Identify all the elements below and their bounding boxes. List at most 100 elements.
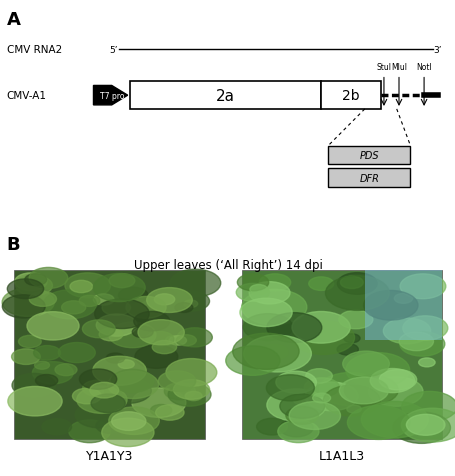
Text: Y1A1Y3: Y1A1Y3: [86, 449, 133, 462]
Circle shape: [95, 299, 149, 329]
Circle shape: [158, 371, 195, 391]
Circle shape: [135, 345, 177, 368]
Circle shape: [12, 374, 56, 397]
Text: T7 pro: T7 pro: [100, 91, 125, 100]
Circle shape: [102, 300, 130, 316]
Circle shape: [346, 405, 360, 413]
Circle shape: [93, 274, 145, 302]
FancyBboxPatch shape: [241, 270, 441, 439]
Circle shape: [379, 370, 416, 390]
Circle shape: [111, 369, 153, 393]
Circle shape: [32, 362, 73, 384]
Circle shape: [305, 369, 332, 383]
Circle shape: [118, 288, 148, 304]
Text: CMV-A1: CMV-A1: [7, 91, 47, 101]
Circle shape: [277, 420, 318, 443]
FancyBboxPatch shape: [364, 270, 441, 340]
Circle shape: [325, 276, 389, 311]
Circle shape: [72, 388, 101, 404]
Circle shape: [105, 378, 151, 404]
Circle shape: [101, 418, 154, 446]
Text: 2a: 2a: [216, 89, 235, 103]
Circle shape: [279, 394, 324, 418]
Circle shape: [15, 273, 47, 291]
Circle shape: [29, 268, 68, 289]
Circle shape: [131, 388, 186, 417]
Text: B: B: [7, 236, 20, 254]
Circle shape: [7, 279, 44, 299]
Circle shape: [312, 393, 330, 403]
Circle shape: [90, 383, 118, 398]
Circle shape: [185, 392, 202, 401]
Circle shape: [236, 284, 269, 302]
Circle shape: [243, 314, 292, 341]
Circle shape: [58, 343, 95, 363]
Text: 5’: 5’: [109, 46, 118, 55]
Circle shape: [170, 269, 220, 297]
Circle shape: [344, 376, 397, 405]
Circle shape: [107, 371, 158, 399]
Circle shape: [79, 296, 100, 307]
Circle shape: [249, 285, 267, 295]
Circle shape: [91, 394, 125, 413]
Circle shape: [237, 274, 268, 291]
FancyBboxPatch shape: [14, 270, 205, 439]
Circle shape: [61, 301, 86, 314]
Circle shape: [241, 290, 306, 325]
Circle shape: [304, 382, 357, 411]
FancyBboxPatch shape: [328, 146, 410, 165]
Circle shape: [138, 320, 184, 345]
Circle shape: [116, 318, 149, 337]
Circle shape: [2, 288, 54, 317]
Circle shape: [133, 312, 169, 331]
Circle shape: [65, 273, 110, 298]
Circle shape: [79, 369, 116, 389]
Text: Upper leaves (‘All Right’) 14 dpi: Upper leaves (‘All Right’) 14 dpi: [133, 258, 322, 271]
Circle shape: [275, 371, 316, 394]
Circle shape: [168, 383, 211, 407]
Circle shape: [175, 303, 192, 313]
Circle shape: [336, 344, 358, 356]
Circle shape: [92, 357, 146, 386]
Circle shape: [176, 335, 196, 346]
Text: NotI: NotI: [415, 63, 431, 72]
Circle shape: [82, 320, 115, 338]
Text: MluI: MluI: [390, 63, 406, 72]
Circle shape: [347, 406, 409, 439]
Circle shape: [106, 353, 124, 363]
Circle shape: [29, 292, 56, 307]
Circle shape: [154, 294, 174, 305]
FancyBboxPatch shape: [321, 82, 380, 109]
Circle shape: [118, 360, 134, 369]
Circle shape: [109, 407, 159, 435]
Circle shape: [383, 318, 430, 344]
Circle shape: [285, 407, 318, 425]
FancyArrow shape: [93, 86, 127, 106]
Circle shape: [8, 387, 62, 416]
Circle shape: [76, 386, 127, 414]
Circle shape: [70, 281, 92, 293]
Circle shape: [126, 297, 166, 318]
Circle shape: [173, 380, 209, 399]
Circle shape: [82, 380, 112, 397]
Circle shape: [99, 328, 122, 341]
Circle shape: [368, 377, 422, 407]
Circle shape: [184, 300, 197, 308]
Circle shape: [339, 377, 388, 404]
Circle shape: [155, 405, 184, 420]
Circle shape: [232, 334, 298, 369]
Circle shape: [2, 295, 45, 318]
Circle shape: [291, 312, 349, 344]
Circle shape: [259, 345, 288, 360]
Circle shape: [165, 336, 180, 344]
Circle shape: [266, 389, 326, 421]
Circle shape: [345, 353, 409, 387]
Circle shape: [15, 276, 52, 296]
Circle shape: [169, 336, 186, 346]
Circle shape: [266, 375, 313, 401]
Circle shape: [19, 336, 41, 348]
Text: 3’: 3’: [432, 46, 441, 55]
Circle shape: [338, 311, 372, 329]
Circle shape: [405, 415, 444, 436]
FancyBboxPatch shape: [328, 169, 410, 188]
